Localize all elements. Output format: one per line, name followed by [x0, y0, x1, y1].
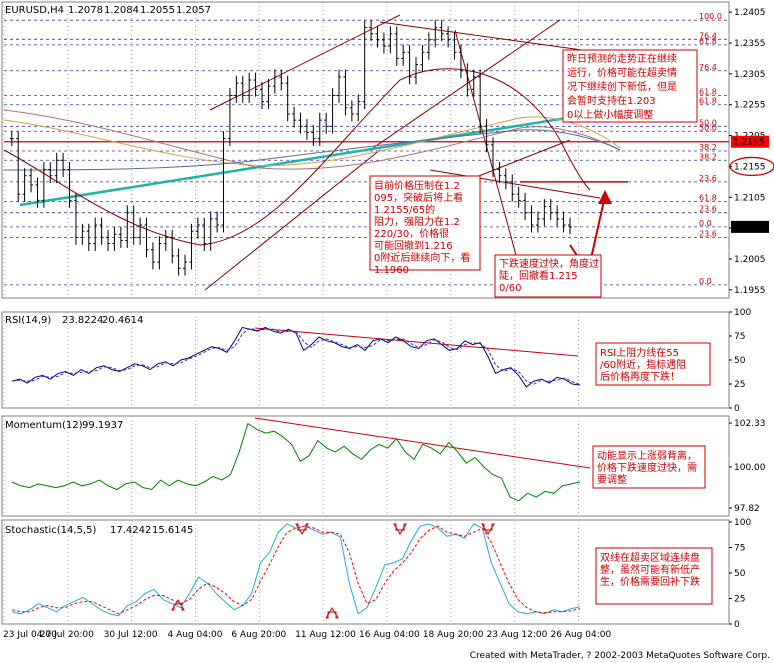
annotation-rsi: RSI上阻力线在55/60附近，指标遇阻后价格再度下跌！ [600, 346, 686, 383]
y-axis-label: 50 [734, 569, 746, 579]
annotation-resistance: 目前价格压制在1.2 095，突破后将上看 1.2155/65的阻力，强阻力在1.2… [374, 179, 470, 276]
annotation-box-momentum [592, 445, 706, 489]
fib-label: 100.0 [699, 12, 722, 21]
price-label-text: 1.2057 [733, 223, 765, 233]
y-axis-label: 75 [734, 544, 745, 554]
fib-label: 76.4 [699, 63, 717, 72]
annotation-box-resistance [369, 175, 481, 271]
moving-average-line [3, 116, 621, 167]
fib-label: 23.6 [699, 174, 717, 183]
fib-label: 61.8 [699, 37, 717, 46]
arrow-head [598, 190, 612, 204]
fib-label: 38.2 [699, 143, 717, 152]
price-open: 1.2078 [68, 5, 103, 16]
stochastic-name: Stochastic(14,5,5) [5, 525, 96, 536]
y-axis-label: 1.2155 [734, 162, 766, 172]
annotation-pullback: 下跌速度过快，角度过陡，回撤看1.215 0/60 [499, 257, 599, 294]
price-label-box [731, 135, 769, 148]
price-label-text: 1.2195 [733, 138, 765, 148]
rsi-name: RSI(14,9) [5, 315, 51, 326]
annotation-box-pullback [494, 254, 602, 298]
y-axis-label: 25 [734, 595, 745, 605]
moving-average-line [3, 129, 621, 171]
momentum-divergence-line [254, 417, 591, 469]
highlight-ellipse [729, 156, 774, 177]
fib-label: 23.6 [699, 229, 717, 238]
trend-line [429, 169, 601, 199]
footer-credit: Created with MetaTrader, ? 2002-2003 Met… [470, 651, 770, 661]
rsi-value-2: 20.4614 [102, 315, 143, 326]
y-axis-label: 1.1955 [734, 286, 766, 296]
x-axis-label: 30 Jul 12:00 [104, 630, 158, 640]
x-axis-label: 11 Aug 12:00 [295, 630, 356, 640]
y-axis-label: 100 [734, 308, 751, 318]
y-axis-label: 100.00 [734, 463, 766, 473]
rsi-value-1: 23.8224 [62, 315, 103, 326]
fib-label: 61.8 [699, 97, 717, 106]
annotation-box-stochastic [595, 547, 713, 605]
annotation-forecast: 昨日预测的走势正在继续运行，价格可能在超卖情况下继续创下新低，但是会暂时支持在1… [567, 52, 677, 121]
annotation-momentum: 动能显示上涨弱背离，价格下跌速度过快，需要调整 [597, 449, 697, 486]
x-axis-label: 23 Aug 12:00 [487, 630, 548, 640]
fib-label: 50.0 [699, 123, 717, 132]
y-axis-label: 1.2355 [734, 39, 766, 49]
y-axis-label: 0 [734, 620, 740, 630]
trend-line [204, 149, 381, 291]
price-high: 1.2084 [104, 5, 139, 16]
y-axis-label: 1.2105 [734, 193, 766, 203]
price-low: 1.2055 [140, 5, 175, 16]
arrow-down-icon [393, 523, 407, 535]
y-axis-label: 0 [734, 404, 740, 414]
y-axis-label: 1.2405 [734, 8, 766, 18]
x-axis-label: 27 Jul 20:00 [40, 630, 94, 640]
price-close: 1.2057 [176, 5, 211, 16]
x-axis-label: 23 Jul 04:00 [3, 630, 57, 640]
moving-average-line [3, 109, 621, 170]
arrow-down-icon [295, 523, 309, 535]
y-axis-label: 1.2005 [734, 255, 766, 265]
rsi-resistance-line [254, 327, 579, 357]
rsi-signal-line [11, 327, 581, 385]
fib-label: 61.8 [699, 87, 717, 96]
price-symbol: EURUSD,H4 [5, 5, 64, 16]
x-axis-label: 26 Aug 04:00 [551, 630, 612, 640]
annotation-box-rsi [595, 342, 711, 386]
trend-line [369, 19, 561, 151]
stochastic-value-1: 17.4242 [110, 525, 151, 536]
x-axis-label: 16 Aug 04:00 [359, 630, 420, 640]
trend-line [209, 14, 401, 111]
y-axis-label: 75 [734, 332, 745, 342]
x-axis-label: 18 Aug 20:00 [423, 630, 484, 640]
momentum-value: 99.1937 [82, 420, 123, 431]
y-axis-label: 1.2255 [734, 101, 766, 111]
fib-label: 0.0 [699, 277, 712, 286]
x-axis-label: 6 Aug 20:00 [231, 630, 286, 640]
annotation-stochastic: 双线在超卖区域连续盘整，虽然可能有新低产生，价格需要回补下跌 [600, 551, 700, 588]
y-axis-label: 50 [734, 356, 746, 366]
fib-label: 38.2 [699, 152, 717, 161]
stochastic-value-2: 15.6145 [152, 525, 193, 536]
momentum-name: Momentum(12) [5, 420, 83, 431]
y-axis-label: 97.82 [734, 504, 760, 514]
moving-average-line [3, 68, 591, 246]
y-axis-label: 102.33 [734, 419, 766, 429]
y-axis-label: 1.2305 [734, 70, 766, 80]
y-axis-label: 25 [734, 380, 745, 390]
fib-label: 23.6 [699, 205, 717, 214]
fib-label: 61.8 [699, 194, 717, 203]
fib-label: 0.0 [699, 219, 712, 228]
arrow-down-icon [481, 523, 495, 535]
stochastic-signal-line [11, 525, 581, 615]
arrow-up-icon [325, 607, 339, 619]
fib-label: 50.0 [699, 118, 717, 127]
x-axis-label: 4 Aug 04:00 [168, 630, 223, 640]
fib-label: 76.4 [699, 31, 717, 40]
price-label-box [731, 220, 769, 233]
annotation-box-forecast [562, 49, 698, 123]
momentum-line [11, 422, 581, 502]
stochastic-main-line [11, 523, 581, 617]
y-axis-label: 100 [734, 518, 751, 528]
